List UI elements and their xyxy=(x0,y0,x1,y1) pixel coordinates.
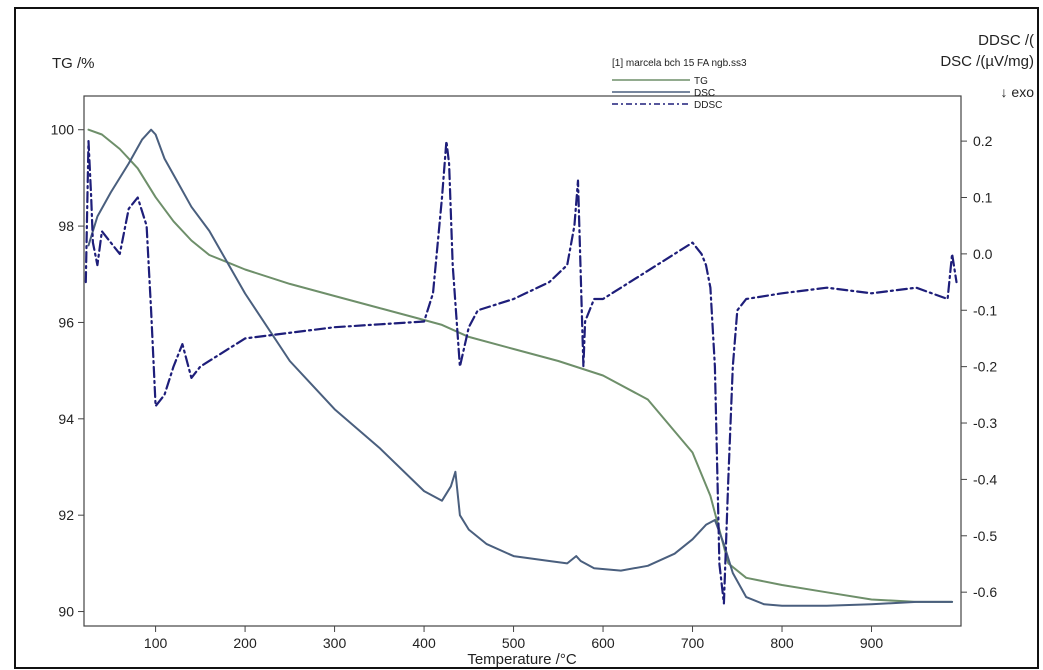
left-axis-ticks: 90 92 94 96 98 100 xyxy=(51,122,84,620)
series-layer xyxy=(84,128,958,607)
right-tick-label: -0.3 xyxy=(973,415,997,431)
x-tick-label: 900 xyxy=(860,635,884,651)
plot-area xyxy=(83,95,962,627)
series-line-ddsc xyxy=(84,140,958,605)
right-tick-label: -0.4 xyxy=(973,471,997,487)
legend-label-ddsc: DDSC xyxy=(694,100,722,111)
right-tick-label: 0.0 xyxy=(973,246,993,262)
right-tick-label: -0.6 xyxy=(973,584,997,600)
left-tick-label: 100 xyxy=(51,122,75,138)
x-tick-label: 400 xyxy=(412,635,436,651)
legend-label-tg: TG xyxy=(694,76,708,87)
x-tick-label: 200 xyxy=(233,635,257,651)
right-tick-label: -0.1 xyxy=(973,302,997,318)
x-axis-ticks: 100 200 300 400 500 600 700 800 900 xyxy=(144,626,883,651)
x-tick-label: 500 xyxy=(502,635,526,651)
x-tick-label: 600 xyxy=(591,635,615,651)
exo-direction-label: ↓ exo xyxy=(1001,84,1035,100)
series-line-tg xyxy=(87,128,954,603)
x-tick-label: 300 xyxy=(323,635,347,651)
right-tick-label: 0.1 xyxy=(973,189,993,205)
series-line-dsc xyxy=(87,128,954,607)
left-tick-label: 94 xyxy=(58,411,74,427)
right-axis-label-dsc: DSC /(µV/mg) xyxy=(940,53,1034,70)
left-tick-label: 96 xyxy=(58,314,74,330)
x-axis-label: Temperature /°C xyxy=(467,651,577,668)
left-tick-label: 92 xyxy=(58,507,74,523)
right-tick-label: -0.2 xyxy=(973,359,997,375)
right-tick-label: -0.5 xyxy=(973,528,997,544)
right-axis-ticks: 0.2 0.1 0.0 -0.1 -0.2 -0.3 -0.4 -0.5 -0.6 xyxy=(961,133,997,600)
x-tick-label: 700 xyxy=(681,635,705,651)
left-tick-label: 90 xyxy=(58,604,74,620)
x-tick-label: 800 xyxy=(770,635,794,651)
legend-label-dsc: DSC xyxy=(694,88,715,99)
right-tick-label: 0.2 xyxy=(973,133,993,149)
left-axis-label: TG /% xyxy=(52,55,95,72)
right-axis-label-ddsc: DDSC /( xyxy=(978,32,1034,49)
x-tick-label: 100 xyxy=(144,635,168,651)
legend-header: [1] marcela bch 15 FA ngb.ss3 xyxy=(612,58,747,69)
left-tick-label: 98 xyxy=(58,218,74,234)
